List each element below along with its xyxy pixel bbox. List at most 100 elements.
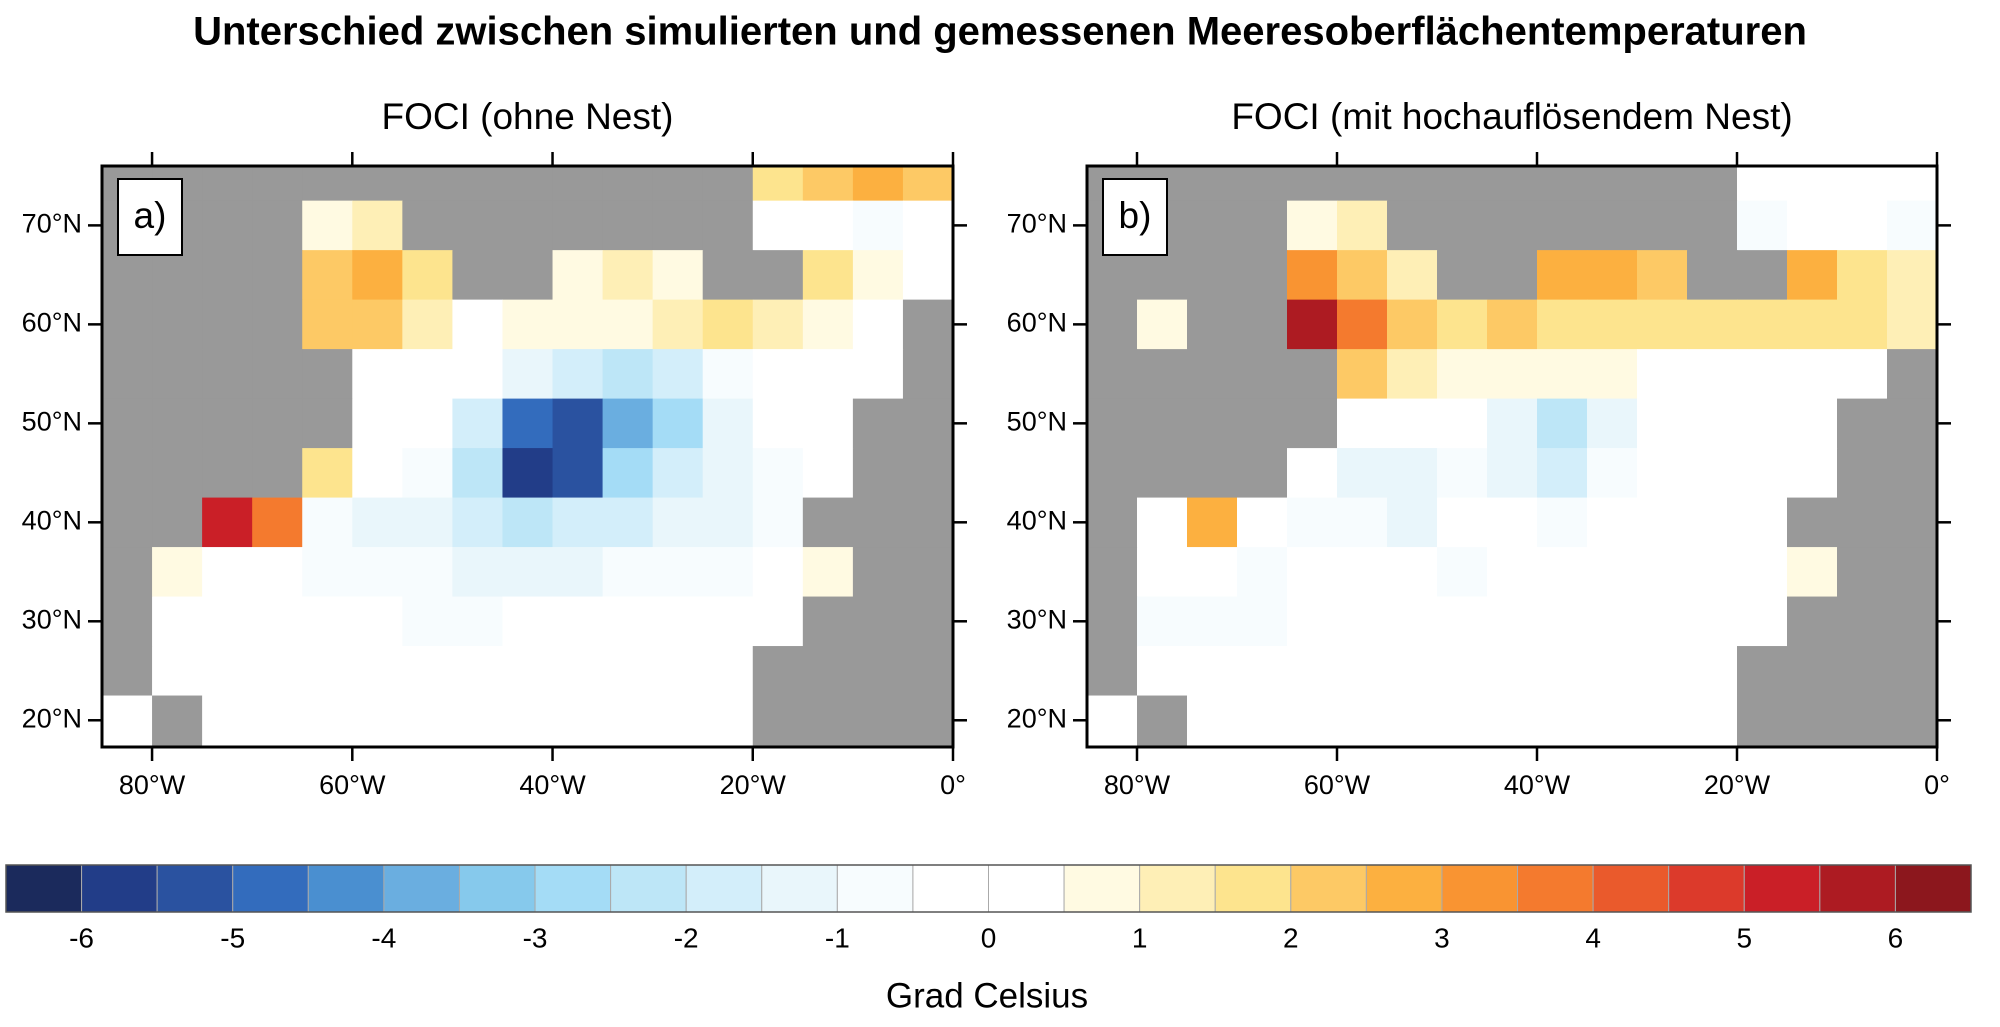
sst-cell	[1587, 448, 1638, 499]
sst-cell	[1887, 299, 1937, 350]
sst-cell	[1337, 299, 1388, 350]
sst-cell	[1537, 448, 1588, 499]
x-tick-label: 20°W	[1704, 770, 1771, 800]
sst-cell	[252, 596, 303, 647]
sst-cell	[1337, 695, 1388, 746]
sst-cell	[1687, 398, 1738, 449]
sst-cell	[1437, 646, 1488, 697]
land-cell	[552, 200, 604, 251]
sst-cell	[552, 646, 604, 697]
sst-cell	[1437, 398, 1488, 449]
sst-cell	[1287, 695, 1338, 746]
sst-cell	[1587, 398, 1638, 449]
land-cell	[1387, 200, 1438, 251]
sst-cell	[402, 250, 453, 301]
land-cell	[202, 299, 253, 350]
land-cell	[102, 398, 153, 449]
land-cell	[1537, 200, 1588, 251]
sst-cell	[1637, 547, 1688, 598]
sst-cell	[1837, 349, 1888, 400]
land-cell	[902, 299, 953, 350]
land-cell	[902, 448, 953, 499]
sst-cell	[652, 398, 704, 449]
land-cell	[1887, 398, 1937, 449]
sst-cell	[1837, 166, 1888, 202]
colorbar-frame	[5, 864, 1972, 913]
land-cell	[252, 250, 303, 301]
sst-cell	[602, 547, 654, 598]
sst-cell	[1137, 547, 1188, 598]
sst-cell	[402, 646, 453, 697]
land-cell	[852, 448, 904, 499]
sst-cell	[602, 695, 654, 746]
land-cell	[1137, 448, 1188, 499]
land-cell	[1137, 349, 1188, 400]
sst-cell	[1387, 596, 1438, 647]
land-cell	[1837, 398, 1888, 449]
sst-cell	[1137, 596, 1188, 647]
land-cell	[452, 166, 503, 202]
land-cell	[402, 166, 453, 202]
land-cell	[1087, 299, 1138, 350]
land-cell	[1837, 547, 1888, 598]
land-cell	[1887, 596, 1937, 647]
sst-cell	[1587, 596, 1638, 647]
sst-cell	[602, 250, 654, 301]
sst-cell	[1487, 646, 1538, 697]
land-cell	[902, 349, 953, 400]
y-tick-label: 40°N	[1007, 505, 1067, 535]
sst-cell	[1837, 299, 1888, 350]
sst-cell	[652, 596, 704, 647]
colorbar-tick-label: 0	[981, 922, 997, 953]
land-cell	[902, 398, 953, 449]
sst-cell	[302, 596, 353, 647]
sst-cell	[1387, 695, 1438, 746]
plot-frame	[1085, 164, 1939, 749]
sst-cell	[652, 547, 704, 598]
sst-cell	[852, 250, 904, 301]
sst-cell	[1887, 250, 1937, 301]
sst-cell	[1787, 166, 1838, 202]
sst-cell	[1387, 250, 1438, 301]
sst-cell	[1437, 596, 1488, 647]
sst-cell	[1787, 398, 1838, 449]
sst-cell	[702, 596, 754, 647]
sst-cell	[302, 646, 353, 697]
sst-cell	[1387, 299, 1438, 350]
sst-cell	[502, 299, 554, 350]
land-cell	[802, 596, 854, 647]
land-cell	[1837, 596, 1888, 647]
sst-cell	[302, 250, 353, 301]
sst-cell	[1537, 250, 1588, 301]
land-cell	[1087, 547, 1138, 598]
land-cell	[1087, 596, 1138, 647]
land-cell	[1437, 166, 1488, 202]
land-cell	[1187, 349, 1238, 400]
sst-cell	[152, 646, 203, 697]
land-cell	[902, 547, 953, 598]
sst-cell	[552, 596, 604, 647]
sst-cell	[702, 695, 754, 746]
sst-cell	[652, 349, 704, 400]
sst-cell	[752, 547, 804, 598]
land-cell	[1887, 646, 1937, 697]
land-cell	[1887, 547, 1937, 598]
land-cell	[702, 166, 754, 202]
sst-cell	[702, 448, 754, 499]
land-cell	[102, 250, 153, 301]
colorbar-box	[5, 864, 83, 913]
sst-cell	[1637, 398, 1688, 449]
land-cell	[502, 200, 554, 251]
land-cell	[1487, 166, 1538, 202]
land-cell	[1087, 448, 1138, 499]
sst-cell	[1637, 695, 1688, 746]
sst-cell	[1787, 547, 1838, 598]
land-cell	[1087, 250, 1138, 301]
sst-cell	[1487, 547, 1538, 598]
sst-cell	[552, 547, 604, 598]
land-cell	[1087, 646, 1138, 697]
sst-cell	[1687, 497, 1738, 548]
sst-cell	[1287, 448, 1338, 499]
sst-cell	[302, 695, 353, 746]
colorbar-tick-label: 4	[1585, 922, 1601, 953]
